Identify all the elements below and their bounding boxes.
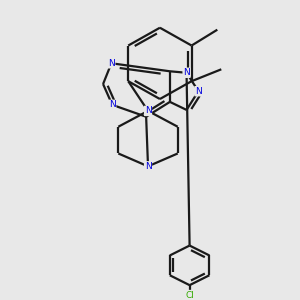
Text: N: N <box>195 87 202 96</box>
Text: N: N <box>145 162 152 171</box>
Text: N: N <box>108 59 115 68</box>
Text: N: N <box>109 100 116 109</box>
Text: N: N <box>145 106 152 116</box>
Text: N: N <box>183 68 190 77</box>
Text: Cl: Cl <box>185 291 194 300</box>
